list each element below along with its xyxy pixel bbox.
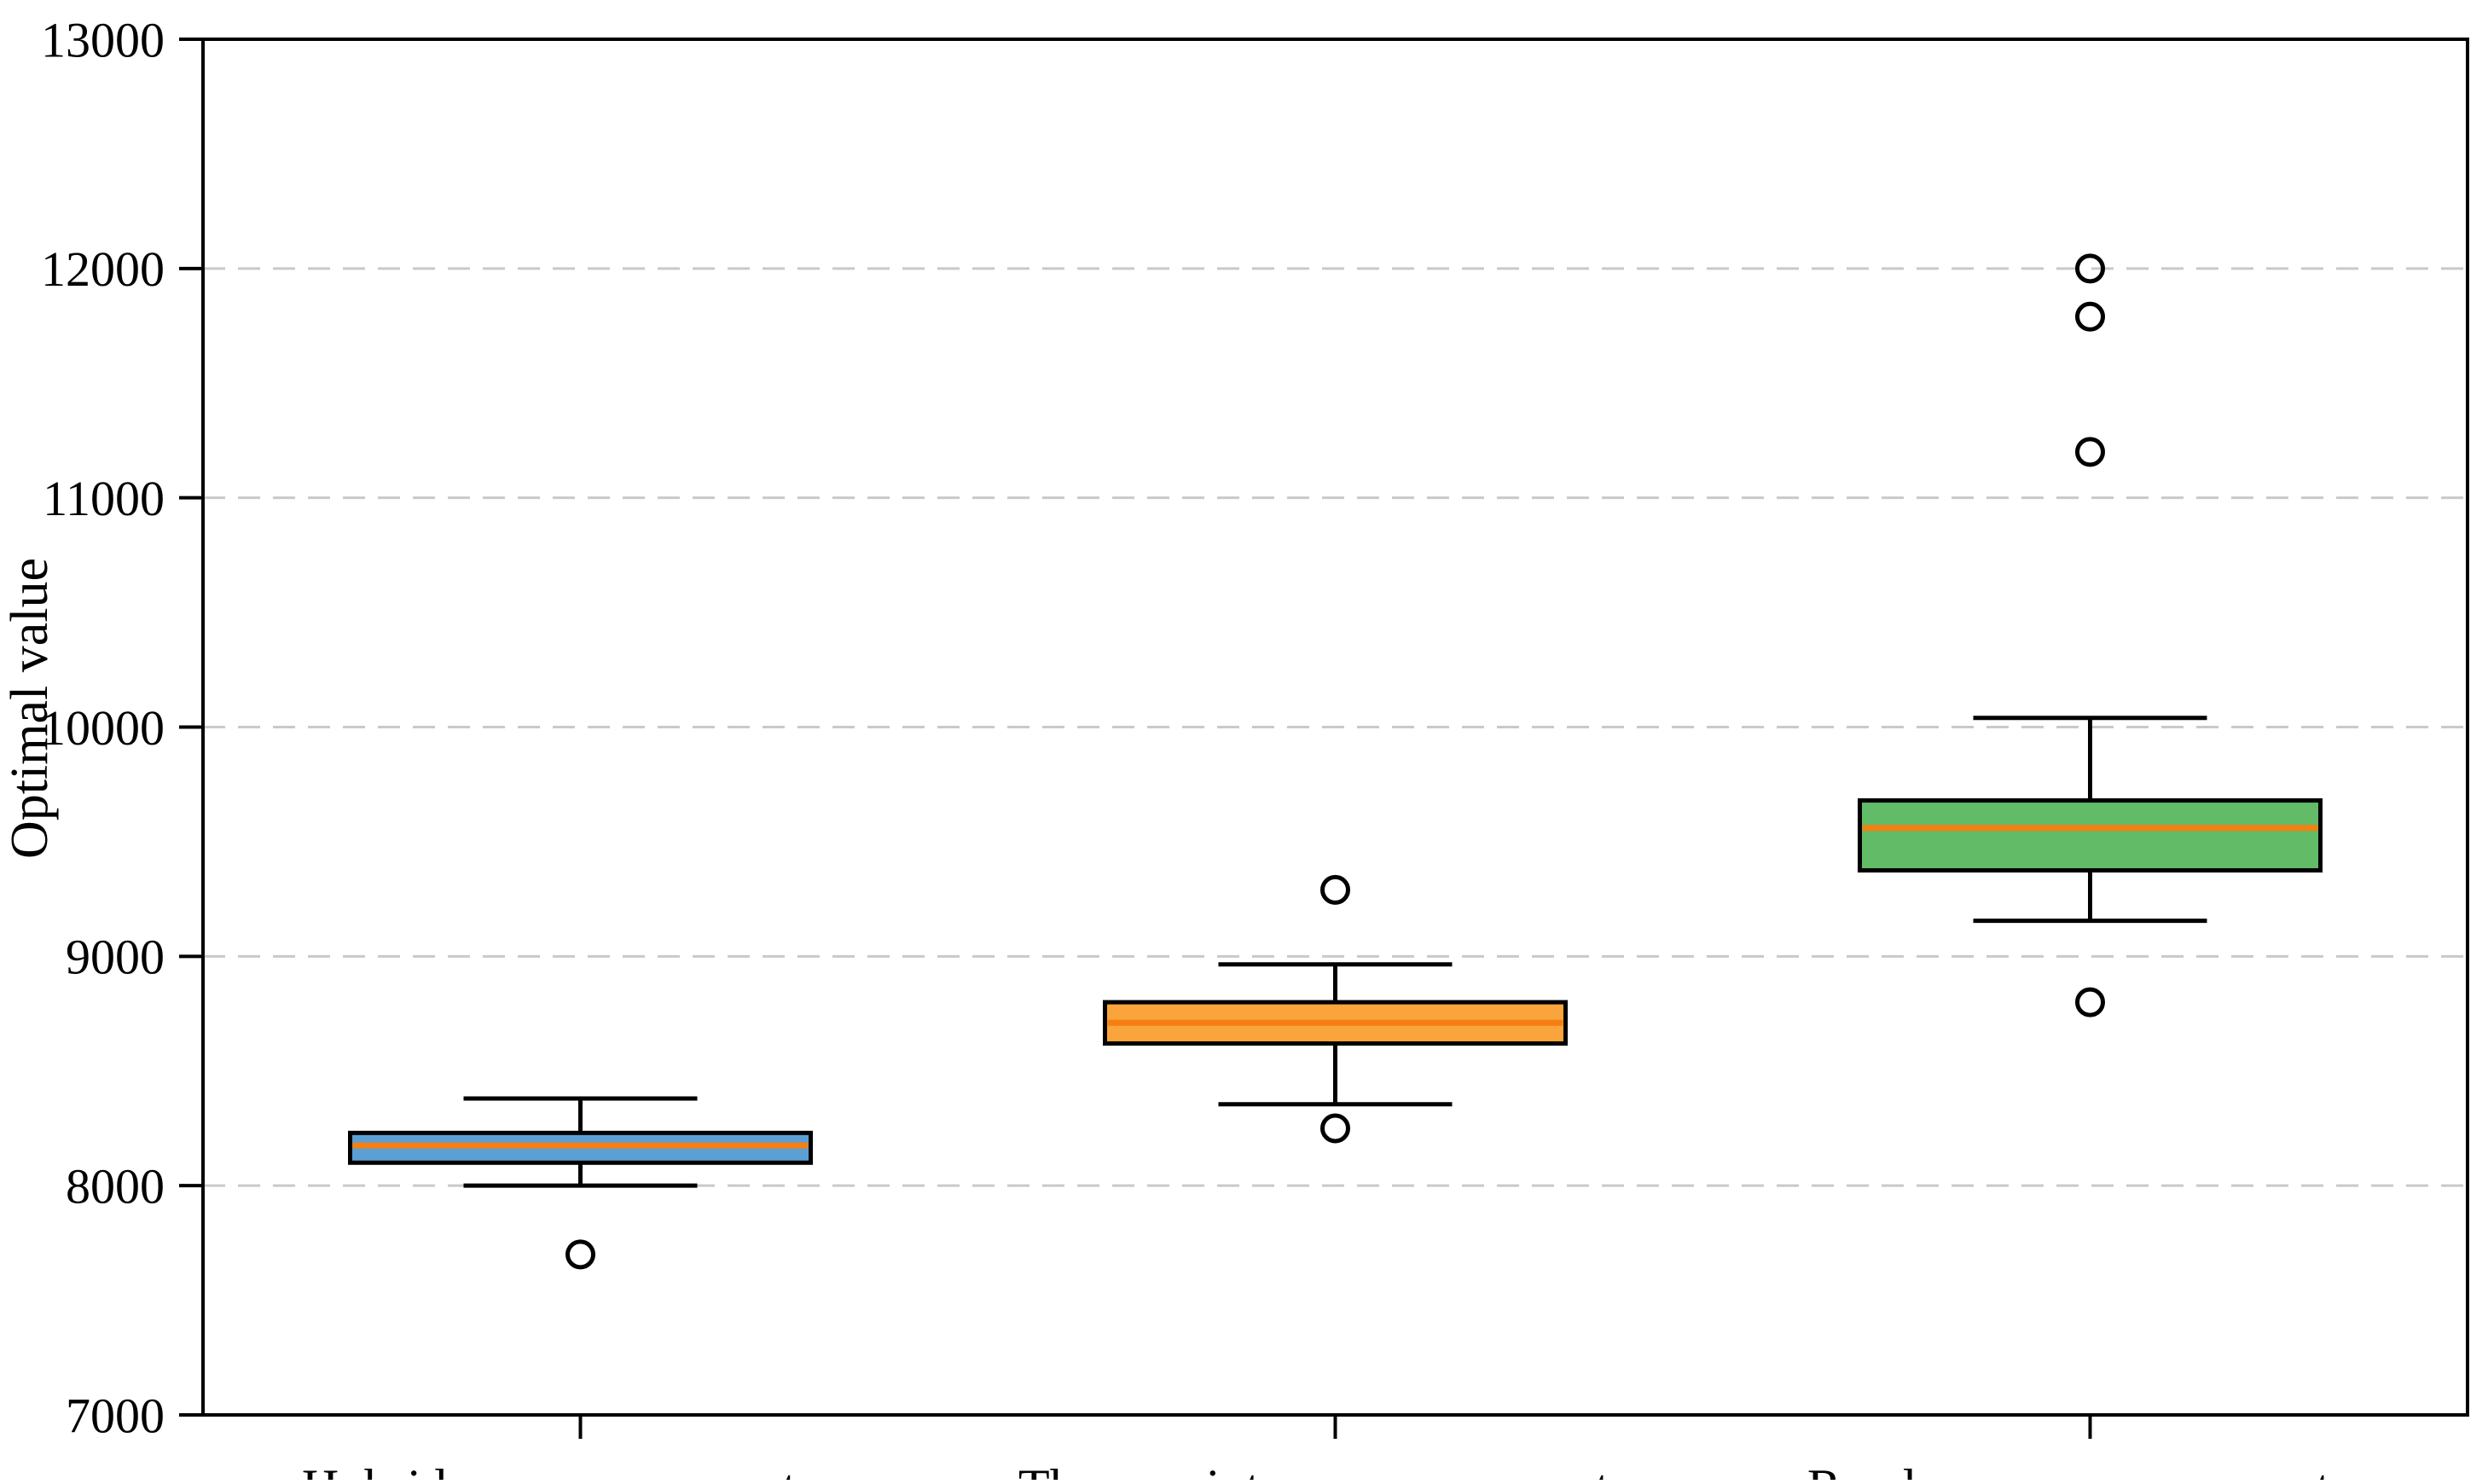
plot-border <box>201 38 2469 1417</box>
outlier-point <box>1320 874 1350 905</box>
y-tick-label: 13000 <box>41 12 165 67</box>
x-category-label: Three-point crossover operator <box>1018 1459 1652 1480</box>
outlier-point <box>2075 301 2105 332</box>
outlier-point <box>565 1239 595 1270</box>
outlier-point <box>2075 253 2105 284</box>
x-category-label: Random crossover operator <box>1807 1459 2373 1480</box>
y-axis-label: Optimal value <box>1 558 59 859</box>
y-tick-label: 12000 <box>41 241 165 297</box>
y-tick-label: 7000 <box>66 1388 165 1443</box>
y-tick-label: 8000 <box>66 1158 165 1214</box>
outlier-point <box>1320 1113 1350 1144</box>
y-tick-label: 9000 <box>66 930 165 985</box>
y-tick-label: 11000 <box>43 471 165 526</box>
outlier-point <box>2075 987 2105 1017</box>
box-3 <box>1858 798 2323 873</box>
outlier-point <box>2075 437 2105 467</box>
y-tick-label: 10000 <box>41 700 165 756</box>
x-category-label: Hybrid crossover operators <box>302 1459 859 1480</box>
